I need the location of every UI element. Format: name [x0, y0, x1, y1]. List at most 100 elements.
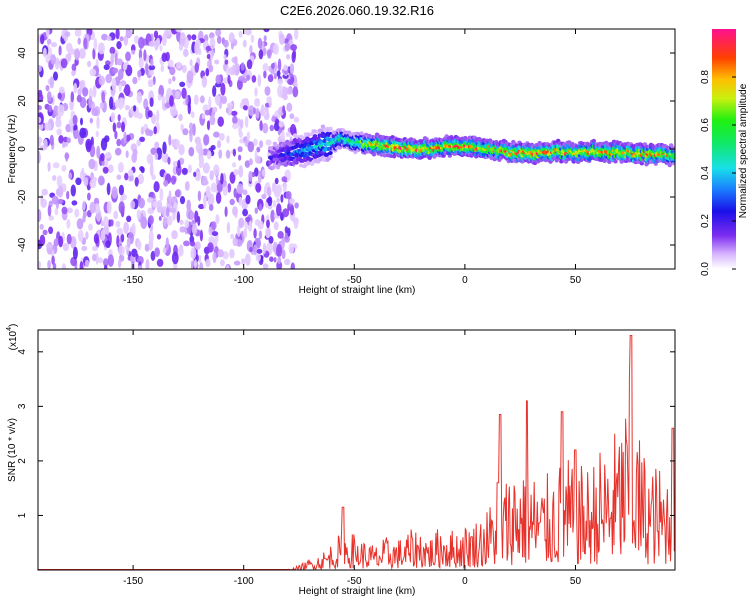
- noise-cell: [209, 37, 216, 50]
- noise-cell: [247, 141, 255, 153]
- noise-cell: [160, 64, 164, 73]
- noise-cell: [193, 171, 197, 177]
- noise-cell: [210, 221, 217, 231]
- noise-cell: [193, 94, 199, 105]
- spectrogram-x-tick-label: -150: [123, 275, 143, 286]
- noise-cell: [137, 112, 143, 120]
- noise-cell: [244, 29, 252, 36]
- noise-cell: [46, 243, 53, 249]
- noise-cell: [278, 121, 285, 128]
- noise-cell: [73, 82, 78, 94]
- noise-cell: [209, 170, 214, 181]
- noise-cell: [221, 95, 228, 105]
- noise-cell: [42, 229, 48, 236]
- noise-cell: [150, 58, 154, 67]
- noise-cell: [66, 207, 73, 214]
- noise-cell: [211, 111, 215, 119]
- noise-cell: [61, 165, 67, 172]
- noise-cell: [97, 257, 104, 264]
- noise-cell: [65, 123, 72, 133]
- noise-cell: [188, 122, 194, 130]
- noise-cell: [293, 116, 300, 123]
- noise-cell: [109, 96, 114, 110]
- noise-cell: [93, 37, 98, 51]
- noise-cell: [249, 44, 253, 55]
- noise-cell: [238, 196, 243, 206]
- noise-cell: [215, 175, 219, 185]
- noise-cell: [184, 181, 190, 191]
- noise-cell: [215, 214, 220, 225]
- snr-multiplier-base: (x10: [8, 330, 19, 350]
- noise-cell: [156, 234, 162, 240]
- noise-cell: [226, 65, 230, 77]
- noise-cell: [80, 117, 83, 126]
- noise-cell: [66, 218, 71, 229]
- noise-cell: [58, 235, 64, 248]
- noise-cell: [103, 258, 109, 267]
- noise-cell: [53, 71, 58, 81]
- noise-cell: [154, 39, 159, 51]
- noise-cell: [294, 202, 299, 209]
- noise-cell: [123, 35, 129, 46]
- noise-cell: [105, 240, 111, 249]
- ridge-cell: [328, 154, 333, 159]
- noise-cell: [281, 176, 288, 183]
- noise-cell: [147, 110, 153, 118]
- noise-cell: [47, 38, 52, 45]
- noise-cell: [171, 230, 178, 240]
- noise-cell: [258, 203, 263, 212]
- noise-cell: [54, 57, 60, 70]
- noise-cell: [97, 42, 105, 55]
- colorbar-tick-label: 0.8: [700, 70, 711, 84]
- spectrogram-y-tick-label: -20: [17, 189, 28, 204]
- noise-cell: [203, 134, 210, 146]
- noise-cell: [95, 130, 100, 138]
- noise-cell: [118, 245, 125, 256]
- noise-cell: [237, 146, 243, 153]
- ridge-cell: [667, 163, 672, 168]
- noise-cell: [194, 210, 199, 223]
- noise-cell: [163, 216, 167, 226]
- snr-frame: [37, 329, 676, 571]
- ridge-cell: [309, 132, 315, 137]
- noise-cell: [168, 78, 172, 85]
- noise-cell: [115, 29, 120, 40]
- noise-cell: [273, 72, 277, 80]
- noise-cell: [117, 259, 122, 269]
- noise-cell: [243, 228, 248, 239]
- noise-cell: [171, 251, 179, 265]
- snr-x-tick-label: 0: [462, 576, 468, 587]
- noise-cell: [88, 223, 93, 231]
- noise-cell: [72, 114, 78, 126]
- noise-cell: [126, 30, 133, 37]
- noise-cell: [213, 164, 220, 176]
- noise-cell: [169, 207, 177, 213]
- noise-cell: [276, 203, 282, 217]
- noise-cell: [236, 183, 244, 195]
- noise-cell: [54, 208, 59, 216]
- noise-cell: [137, 256, 144, 265]
- noise-cell: [248, 105, 255, 117]
- noise-cell: [233, 188, 237, 198]
- noise-cell: [228, 32, 235, 44]
- noise-cell: [50, 42, 58, 48]
- snr-y-tick-label: 3: [17, 403, 28, 409]
- noise-cell: [65, 42, 73, 53]
- ridge-cell: [554, 158, 559, 163]
- snr-x-tick-label: -50: [347, 576, 362, 587]
- noise-cell: [229, 198, 235, 206]
- noise-cell: [131, 49, 136, 55]
- noise-cell: [212, 252, 217, 264]
- noise-cell: [47, 91, 52, 102]
- noise-cell: [87, 60, 92, 68]
- noise-cell: [250, 34, 255, 43]
- noise-cell: [206, 53, 211, 60]
- noise-cell: [229, 171, 236, 184]
- ridge-cell: [359, 131, 364, 136]
- noise-cell: [82, 214, 86, 223]
- noise-cell: [118, 68, 124, 81]
- noise-cell: [64, 31, 71, 37]
- noise-cell: [145, 259, 150, 269]
- noise-cell: [238, 130, 243, 138]
- noise-cell: [242, 208, 249, 217]
